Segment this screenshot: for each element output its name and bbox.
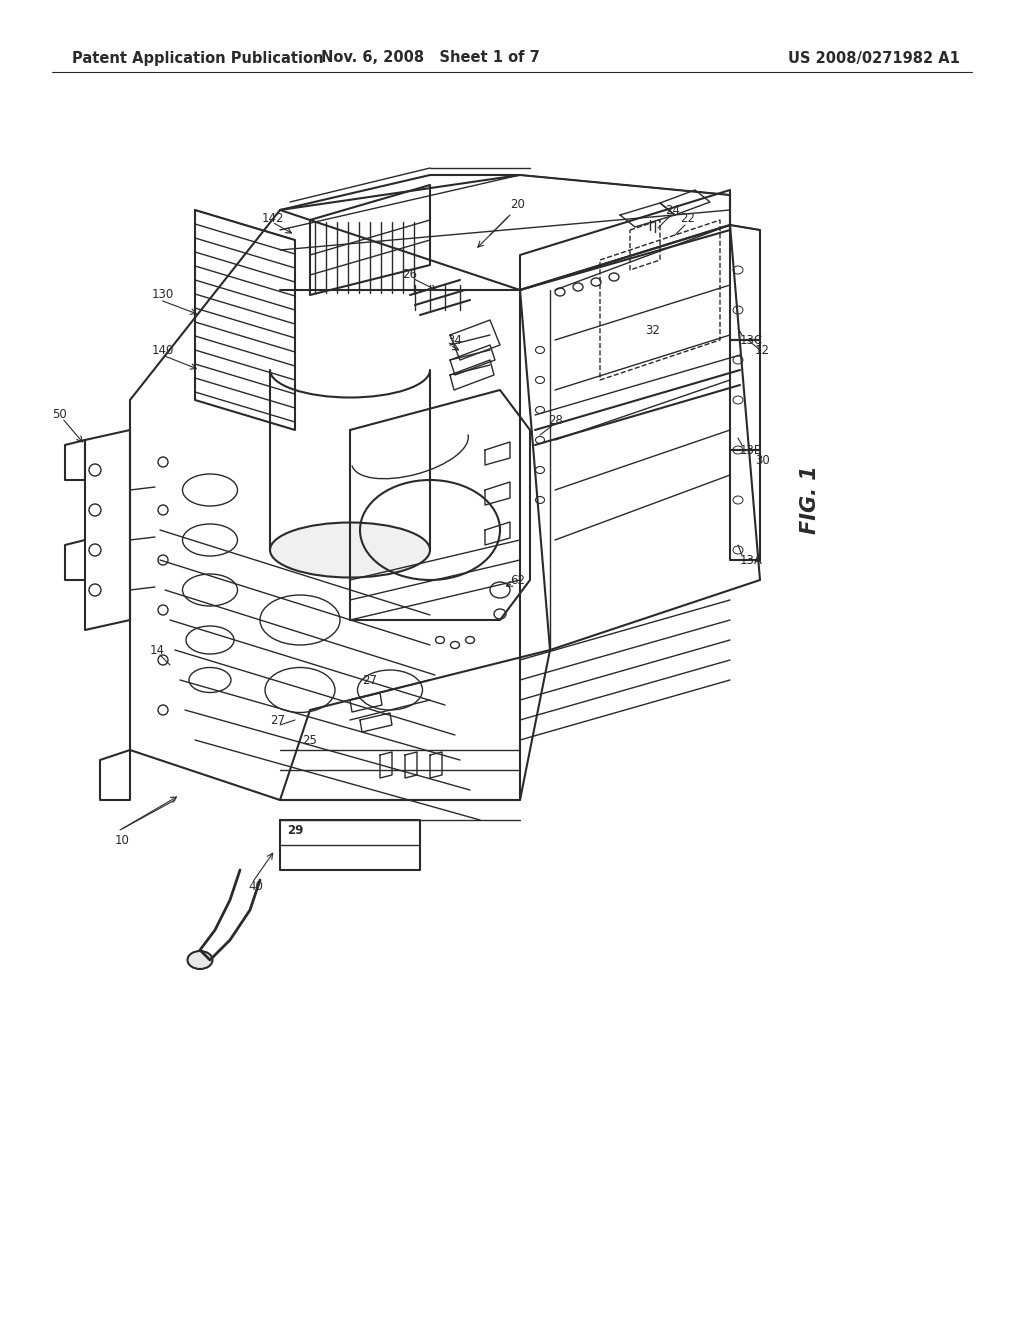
Text: US 2008/0271982 A1: US 2008/0271982 A1 — [788, 50, 961, 66]
Text: 62: 62 — [510, 573, 525, 586]
Text: 30: 30 — [755, 454, 770, 466]
Text: 140: 140 — [152, 343, 174, 356]
Text: 142: 142 — [262, 211, 285, 224]
Text: 34: 34 — [447, 334, 462, 346]
Text: 13C: 13C — [740, 334, 763, 346]
Text: 28: 28 — [548, 413, 563, 426]
Text: 29: 29 — [287, 824, 303, 837]
Text: 12: 12 — [755, 343, 770, 356]
Text: 14: 14 — [150, 644, 165, 656]
Text: 22: 22 — [680, 211, 695, 224]
Text: 20: 20 — [510, 198, 525, 211]
Text: 13A: 13A — [740, 553, 763, 566]
Ellipse shape — [270, 523, 430, 578]
Text: 26: 26 — [402, 268, 418, 281]
Text: 40: 40 — [248, 880, 263, 894]
Ellipse shape — [187, 950, 213, 969]
Text: 24: 24 — [665, 203, 680, 216]
Text: 25: 25 — [302, 734, 317, 747]
Text: Nov. 6, 2008   Sheet 1 of 7: Nov. 6, 2008 Sheet 1 of 7 — [321, 50, 540, 66]
Text: 27: 27 — [270, 714, 285, 726]
Text: Patent Application Publication: Patent Application Publication — [72, 50, 324, 66]
Text: 13B: 13B — [740, 444, 763, 457]
Text: 27: 27 — [362, 673, 378, 686]
Text: 50: 50 — [52, 408, 67, 421]
Text: 32: 32 — [645, 323, 659, 337]
Text: 10: 10 — [115, 833, 130, 846]
Text: FIG. 1: FIG. 1 — [800, 466, 820, 535]
Text: 130: 130 — [152, 289, 174, 301]
